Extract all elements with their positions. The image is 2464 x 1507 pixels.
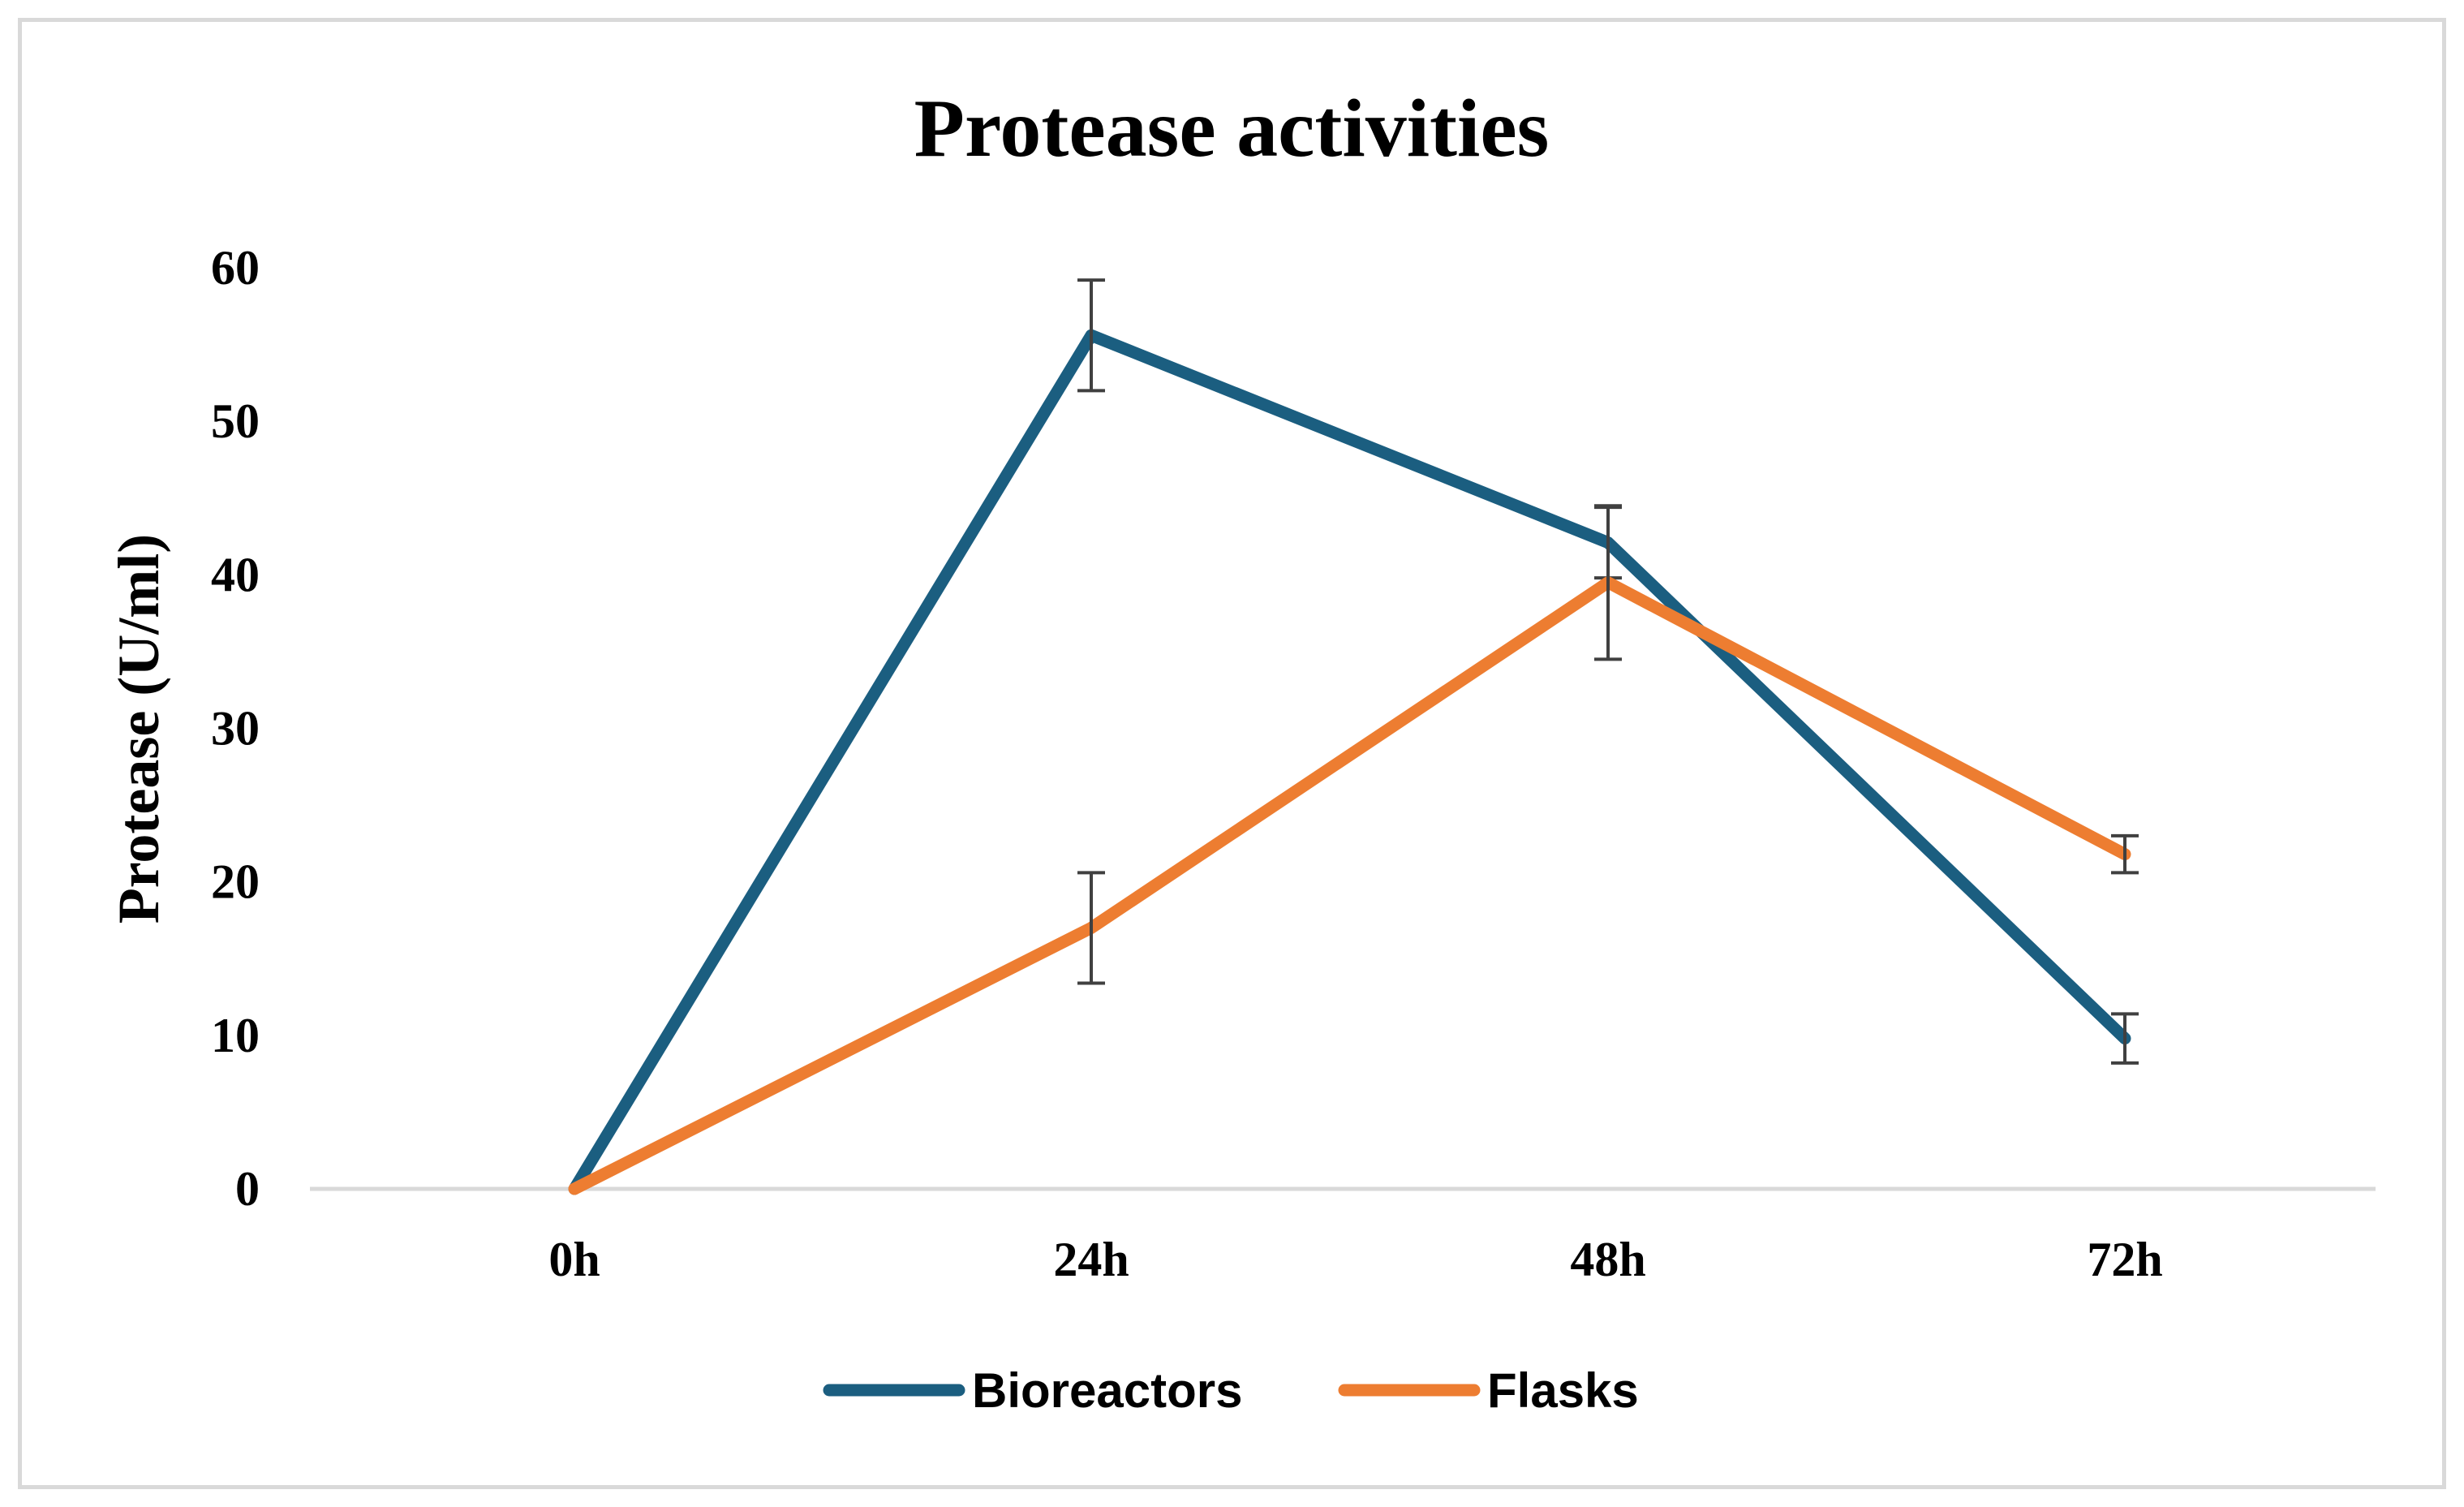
y-axis-ticks: 0 10 20 30 40 50 60 bbox=[211, 241, 260, 1216]
error-bar bbox=[1077, 871, 1105, 985]
legend-item-bioreactors: Bioreactors bbox=[823, 1363, 1242, 1418]
series-line bbox=[568, 576, 2131, 1195]
y-tick-label: 10 bbox=[211, 1009, 260, 1062]
y-tick-label: 0 bbox=[235, 1162, 260, 1216]
series-layer bbox=[568, 278, 2139, 1195]
y-tick-label: 40 bbox=[211, 548, 260, 601]
y-tick-label: 50 bbox=[211, 394, 260, 448]
legend: Bioreactors Flasks bbox=[823, 1363, 1639, 1418]
y-tick-label: 20 bbox=[211, 855, 260, 909]
x-tick-label: 0h bbox=[548, 1233, 600, 1286]
y-tick-label: 30 bbox=[211, 702, 260, 756]
legend-label: Bioreactors bbox=[972, 1363, 1242, 1418]
series-flasks bbox=[568, 504, 2139, 1195]
x-tick-label: 72h bbox=[2087, 1233, 2162, 1286]
error-bar bbox=[2111, 833, 2139, 875]
x-tick-label: 48h bbox=[1570, 1233, 1645, 1286]
chart-title: Protease activities bbox=[914, 83, 1550, 174]
error-bar bbox=[1594, 504, 1622, 661]
x-axis-ticks: 0h 24h 48h 72h bbox=[548, 1233, 2162, 1286]
x-tick-label: 24h bbox=[1053, 1233, 1129, 1286]
error-bar bbox=[2111, 1012, 2139, 1065]
legend-label: Flasks bbox=[1487, 1363, 1639, 1418]
series-line bbox=[568, 329, 2131, 1195]
y-tick-label: 60 bbox=[211, 241, 260, 295]
chart-frame bbox=[18, 18, 2446, 1489]
legend-item-flasks: Flasks bbox=[1338, 1363, 1639, 1418]
error-bar bbox=[1077, 278, 1105, 393]
y-axis-label: Protease (U/ml) bbox=[106, 534, 171, 924]
